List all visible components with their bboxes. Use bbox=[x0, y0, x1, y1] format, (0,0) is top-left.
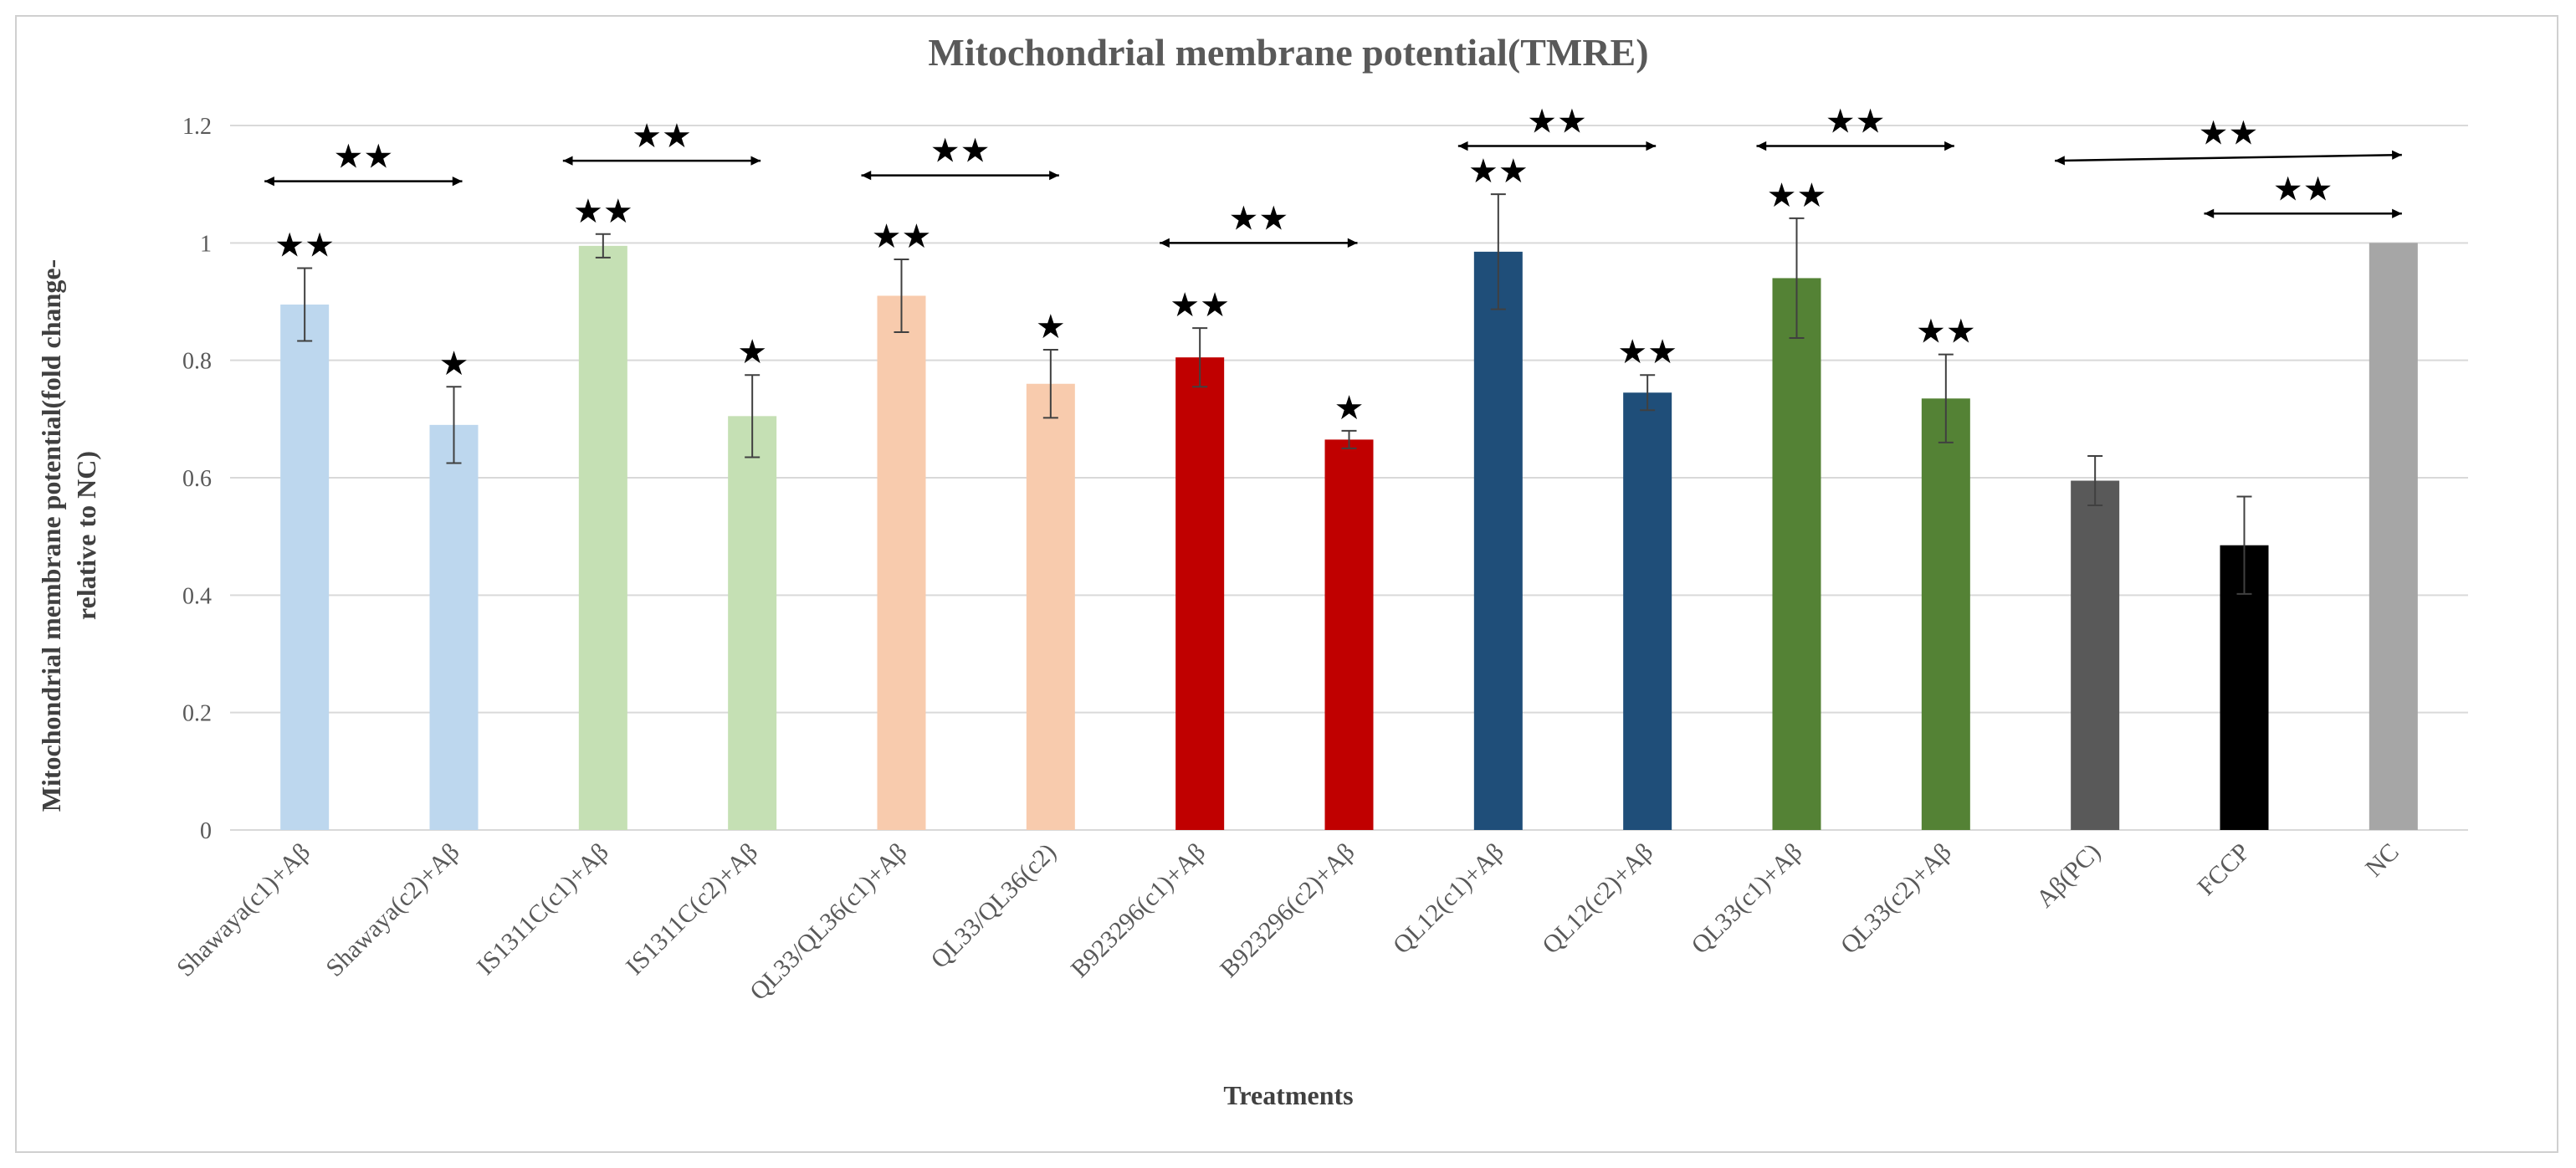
x-tick-label: NC bbox=[2360, 838, 2404, 883]
significance-stars: ★ bbox=[1334, 389, 1365, 427]
x-tick-label: B923296(c1)+Aβ bbox=[1066, 838, 1211, 983]
arrow-head bbox=[1049, 170, 1059, 181]
y-tick-label: 1 bbox=[200, 231, 212, 257]
arrow-head bbox=[562, 156, 573, 166]
arrow-head bbox=[1646, 141, 1657, 151]
significance-stars: ★ bbox=[737, 333, 767, 371]
x-axis-title: Treatments bbox=[1223, 1080, 1353, 1110]
significance-stars: ★★ bbox=[1170, 286, 1230, 324]
significance-stars: ★ bbox=[1036, 308, 1066, 346]
bar-chart: Mitochondrial membrane potential(TMRE) 0… bbox=[36, 31, 2468, 1110]
comparison-arrow: ★★ bbox=[1160, 199, 1358, 248]
x-tick-label: QL33/QL36(c1)+Aβ bbox=[745, 838, 912, 1006]
significance-stars: ★★ bbox=[1767, 177, 1827, 214]
x-tick-label: IS1311C(c1)+Aβ bbox=[472, 838, 614, 981]
x-tick-label: IS1311C(c2)+Aβ bbox=[621, 838, 763, 981]
comparison-stars: ★★ bbox=[2273, 170, 2333, 207]
significance-stars: ★ bbox=[439, 345, 469, 382]
significance-stars: ★★★★★★★★★★★★★★★★★★★★ bbox=[274, 152, 1975, 427]
y-tick-label: 0.8 bbox=[182, 349, 212, 375]
bar bbox=[1772, 278, 1821, 830]
significance-stars: ★★ bbox=[274, 227, 335, 264]
bar bbox=[1324, 439, 1374, 830]
x-tick-label: FCCP bbox=[2192, 838, 2255, 901]
bar bbox=[877, 295, 926, 830]
x-tick-label: B923296(c2)+Aβ bbox=[1215, 838, 1360, 983]
comparison-arrow: ★★ bbox=[861, 132, 1059, 181]
comparison-stars: ★★ bbox=[930, 132, 991, 170]
bar bbox=[280, 305, 330, 831]
significance-stars: ★★ bbox=[872, 218, 932, 255]
y-axis-title-line-1: Mitochondrial membrane potential(fold ch… bbox=[36, 259, 66, 812]
comparison-arrows: ★★ ★★ ★★ ★★ ★★ ★★ ★★ ★★ bbox=[264, 103, 2402, 248]
significance-stars: ★★ bbox=[1468, 152, 1529, 190]
x-tick-label: QL33(c1)+Aβ bbox=[1686, 838, 1807, 960]
bar bbox=[2369, 243, 2418, 830]
x-tick-label: QL33/QL36(c2) bbox=[925, 838, 1061, 974]
bar bbox=[1175, 357, 1225, 830]
bar bbox=[1026, 383, 1075, 830]
arrow-head bbox=[2204, 208, 2215, 218]
y-tick-label: 1.2 bbox=[182, 114, 212, 140]
significance-stars: ★★ bbox=[1617, 333, 1677, 371]
bar bbox=[1623, 392, 1672, 831]
arrow-head bbox=[2392, 150, 2402, 160]
bars bbox=[280, 243, 2418, 831]
comparison-arrow: ★★ bbox=[2204, 170, 2402, 218]
comparison-stars: ★★ bbox=[1527, 103, 1587, 141]
arrow-head bbox=[750, 156, 761, 166]
significance-stars: ★★ bbox=[573, 192, 633, 230]
comparison-stars: ★★ bbox=[1826, 103, 1886, 141]
arrow-head bbox=[861, 170, 872, 181]
arrow-head bbox=[452, 177, 463, 187]
arrow-head bbox=[1756, 141, 1767, 151]
comparison-stars: ★★ bbox=[333, 138, 393, 176]
bar bbox=[429, 424, 479, 830]
x-tick-label: Aβ(PC) bbox=[2031, 838, 2107, 914]
chart-title: Mitochondrial membrane potential(TMRE) bbox=[928, 31, 1648, 74]
y-tick-label: 0.4 bbox=[182, 583, 212, 609]
x-tick-label: Shawaya(c1)+Aβ bbox=[172, 838, 315, 982]
y-tick-label: 0 bbox=[200, 818, 212, 844]
arrow-head bbox=[1457, 141, 1468, 151]
comparison-stars: ★★ bbox=[2199, 115, 2259, 152]
x-tick-label: QL33(c2)+Aβ bbox=[1836, 838, 1957, 960]
arrow-head bbox=[1944, 141, 1954, 151]
arrow-line bbox=[2055, 153, 2402, 162]
comparison-arrow: ★★ bbox=[1756, 103, 1954, 151]
arrow-head bbox=[2392, 208, 2402, 218]
y-axis-title: Mitochondrial membrane potential(fold ch… bbox=[36, 259, 101, 812]
y-tick-label: 0.6 bbox=[182, 466, 212, 492]
bar bbox=[578, 245, 627, 830]
bar bbox=[728, 416, 777, 830]
bar bbox=[2071, 480, 2120, 830]
comparison-arrow: ★★ bbox=[264, 138, 463, 187]
arrow-head bbox=[264, 177, 274, 187]
arrow-head bbox=[1160, 238, 1170, 248]
y-tick-label: 0.2 bbox=[182, 701, 212, 727]
x-tick-label: Shawaya(c2)+Aβ bbox=[320, 838, 464, 982]
comparison-arrow: ★★ bbox=[1457, 103, 1657, 151]
x-axis-labels: Shawaya(c1)+Aβ Shawaya(c2)+Aβ IS1311C(c1)+… bbox=[172, 838, 2404, 1006]
comparison-stars: ★★ bbox=[1228, 199, 1288, 237]
y-axis-ticks: 0 0.2 0.4 0.6 0.8 1 1.2 bbox=[182, 114, 212, 844]
arrow-head bbox=[1347, 238, 1358, 248]
comparison-arrow: ★★ bbox=[562, 117, 761, 166]
arrow-head bbox=[2055, 156, 2065, 166]
significance-stars: ★★ bbox=[1916, 313, 1976, 351]
y-axis-title-line-2: relative to NC) bbox=[71, 451, 101, 620]
error-bars bbox=[297, 193, 2252, 595]
x-tick-label: QL12(c2)+Aβ bbox=[1537, 838, 1658, 960]
x-tick-label: QL12(c1)+Aβ bbox=[1388, 838, 1509, 960]
bar bbox=[1473, 251, 1523, 830]
chart-frame: Mitochondrial membrane potential(TMRE) 0… bbox=[15, 15, 2558, 1153]
comparison-arrow: ★★ bbox=[2055, 115, 2402, 166]
comparison-stars: ★★ bbox=[632, 117, 692, 155]
bar bbox=[1921, 398, 1970, 830]
